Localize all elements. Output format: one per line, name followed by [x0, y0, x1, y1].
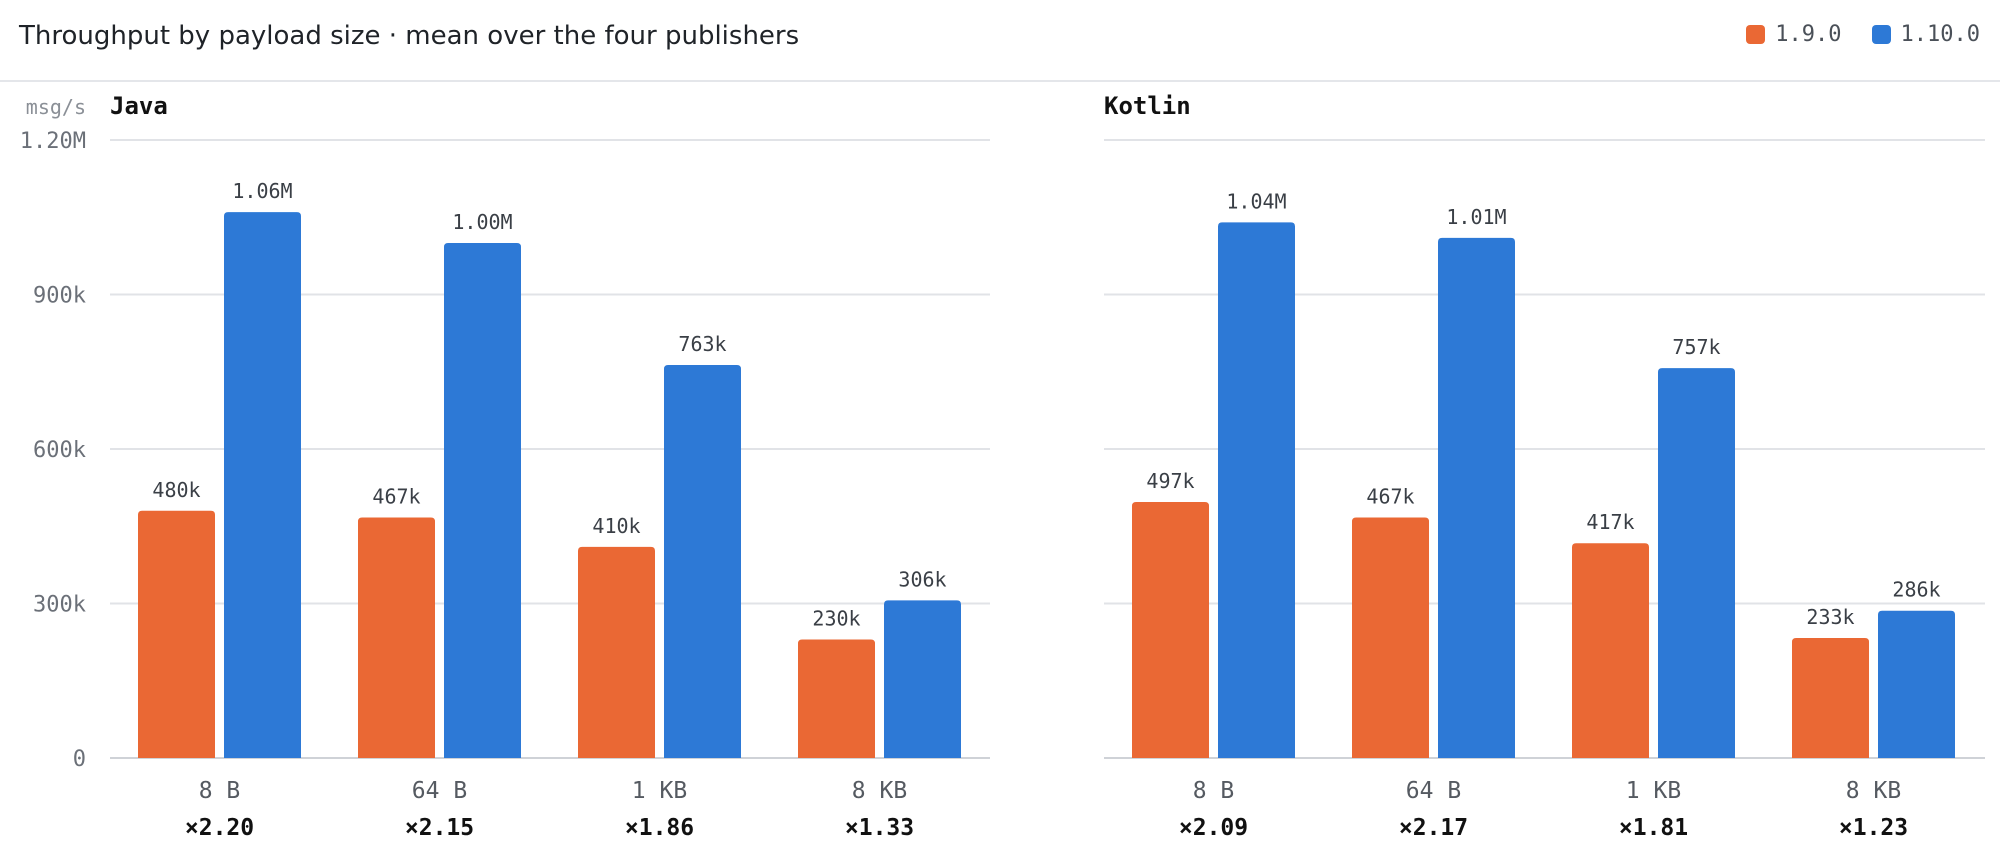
kotlin-category-label-1: 64 B: [1406, 778, 1461, 804]
kotlin-ratio-label-1: ×2.17: [1399, 815, 1468, 841]
kotlin-bar-label-3-0: 233k: [1806, 605, 1854, 629]
legend: 1.9.0 1.10.0: [1716, 22, 1980, 47]
java-bar-0-1: [224, 212, 301, 759]
java-ratio-label-2: ×1.86: [625, 815, 694, 841]
kotlin-category-label-2: 1 KB: [1626, 778, 1681, 804]
kotlin-ratio-label-3: ×1.23: [1839, 815, 1908, 841]
legend-item-1-9-0: 1.9.0: [1746, 22, 1842, 47]
java-bar-1-1: [444, 243, 521, 758]
java-ytick-label-0: 0: [73, 747, 86, 772]
legend-swatch-1-9-0: [1746, 25, 1766, 44]
java-ytick-label-3: 900k: [33, 284, 86, 309]
java-bar-3-0: [798, 639, 875, 758]
kotlin-bar-2-0: [1572, 543, 1649, 758]
kotlin-bar-label-2-0: 417k: [1586, 510, 1634, 534]
kotlin-panel-title: Kotlin: [1104, 92, 1191, 120]
java-bar-label-3-1: 306k: [898, 567, 946, 591]
legend-item-1-10-0: 1.10.0: [1871, 22, 1980, 47]
java-bar-label-1-0: 467k: [372, 484, 420, 508]
legend-swatch-1-10-0: [1871, 25, 1891, 44]
java-ratio-label-0: ×2.20: [185, 815, 254, 841]
java-category-label-1: 64 B: [412, 778, 467, 804]
java-category-label-3: 8 KB: [852, 778, 907, 804]
chart-title: Throughput by payload size · mean over t…: [19, 21, 800, 51]
java-bar-label-2-0: 410k: [592, 514, 640, 538]
kotlin-category-label-0: 8 B: [1193, 778, 1235, 804]
java-bar-label-2-1: 763k: [678, 332, 726, 356]
java-bar-label-0-0: 480k: [152, 478, 200, 502]
kotlin-bar-label-0-1: 1.04M: [1226, 189, 1286, 213]
kotlin-bar-0-0: [1132, 502, 1209, 758]
java-bar-2-0: [578, 546, 655, 758]
java-ytick-label-4: 1.20M: [20, 129, 86, 154]
kotlin-ratio-label-0: ×2.09: [1179, 815, 1248, 841]
java-category-label-0: 8 B: [199, 778, 241, 804]
java-bar-0-0: [138, 510, 215, 758]
kotlin-bar-0-1: [1218, 222, 1295, 758]
java-category-label-2: 1 KB: [632, 778, 687, 804]
kotlin-bar-label-1-1: 1.01M: [1446, 205, 1506, 229]
kotlin-bar-label-1-0: 467k: [1366, 484, 1414, 508]
kotlin-category-label-3: 8 KB: [1846, 778, 1901, 804]
kotlin-bar-label-2-1: 757k: [1672, 335, 1720, 359]
kotlin-bar-2-1: [1658, 368, 1735, 758]
legend-label-1-10-0: 1.10.0: [1900, 22, 1980, 47]
java-ratio-label-3: ×1.33: [845, 815, 914, 841]
charts-area: 0 300k 600k 900k 1.20M msg/s Java 480k 1.06M 8 B ×…: [20, 92, 1985, 841]
java-ytick-label-2: 600k: [33, 438, 86, 463]
kotlin-bar-label-0-0: 497k: [1146, 469, 1194, 493]
kotlin-bar-label-3-1: 286k: [1892, 578, 1940, 602]
chart-header: Throughput by payload size · mean over t…: [0, 0, 2000, 82]
java-ytick-label-1: 300k: [33, 593, 86, 618]
kotlin-bar-1-1: [1438, 237, 1515, 759]
java-bar-label-3-0: 230k: [812, 607, 860, 631]
java-panel-title: Java: [110, 92, 168, 120]
kotlin-bar-3-1: [1878, 610, 1955, 758]
java-bar-1-0: [358, 517, 435, 758]
kotlin-bar-3-0: [1792, 638, 1869, 758]
java-bar-label-0-1: 1.06M: [232, 179, 292, 203]
kotlin-bar-1-0: [1352, 517, 1429, 758]
java-y-axis-label: msg/s: [26, 95, 86, 119]
java-bar-2-1: [664, 365, 741, 758]
java-ratio-label-1: ×2.15: [405, 815, 474, 841]
legend-label-1-9-0: 1.9.0: [1775, 22, 1842, 47]
kotlin-ratio-label-2: ×1.81: [1619, 815, 1688, 841]
java-bar-3-1: [884, 600, 961, 758]
java-bar-label-1-1: 1.00M: [452, 210, 512, 234]
